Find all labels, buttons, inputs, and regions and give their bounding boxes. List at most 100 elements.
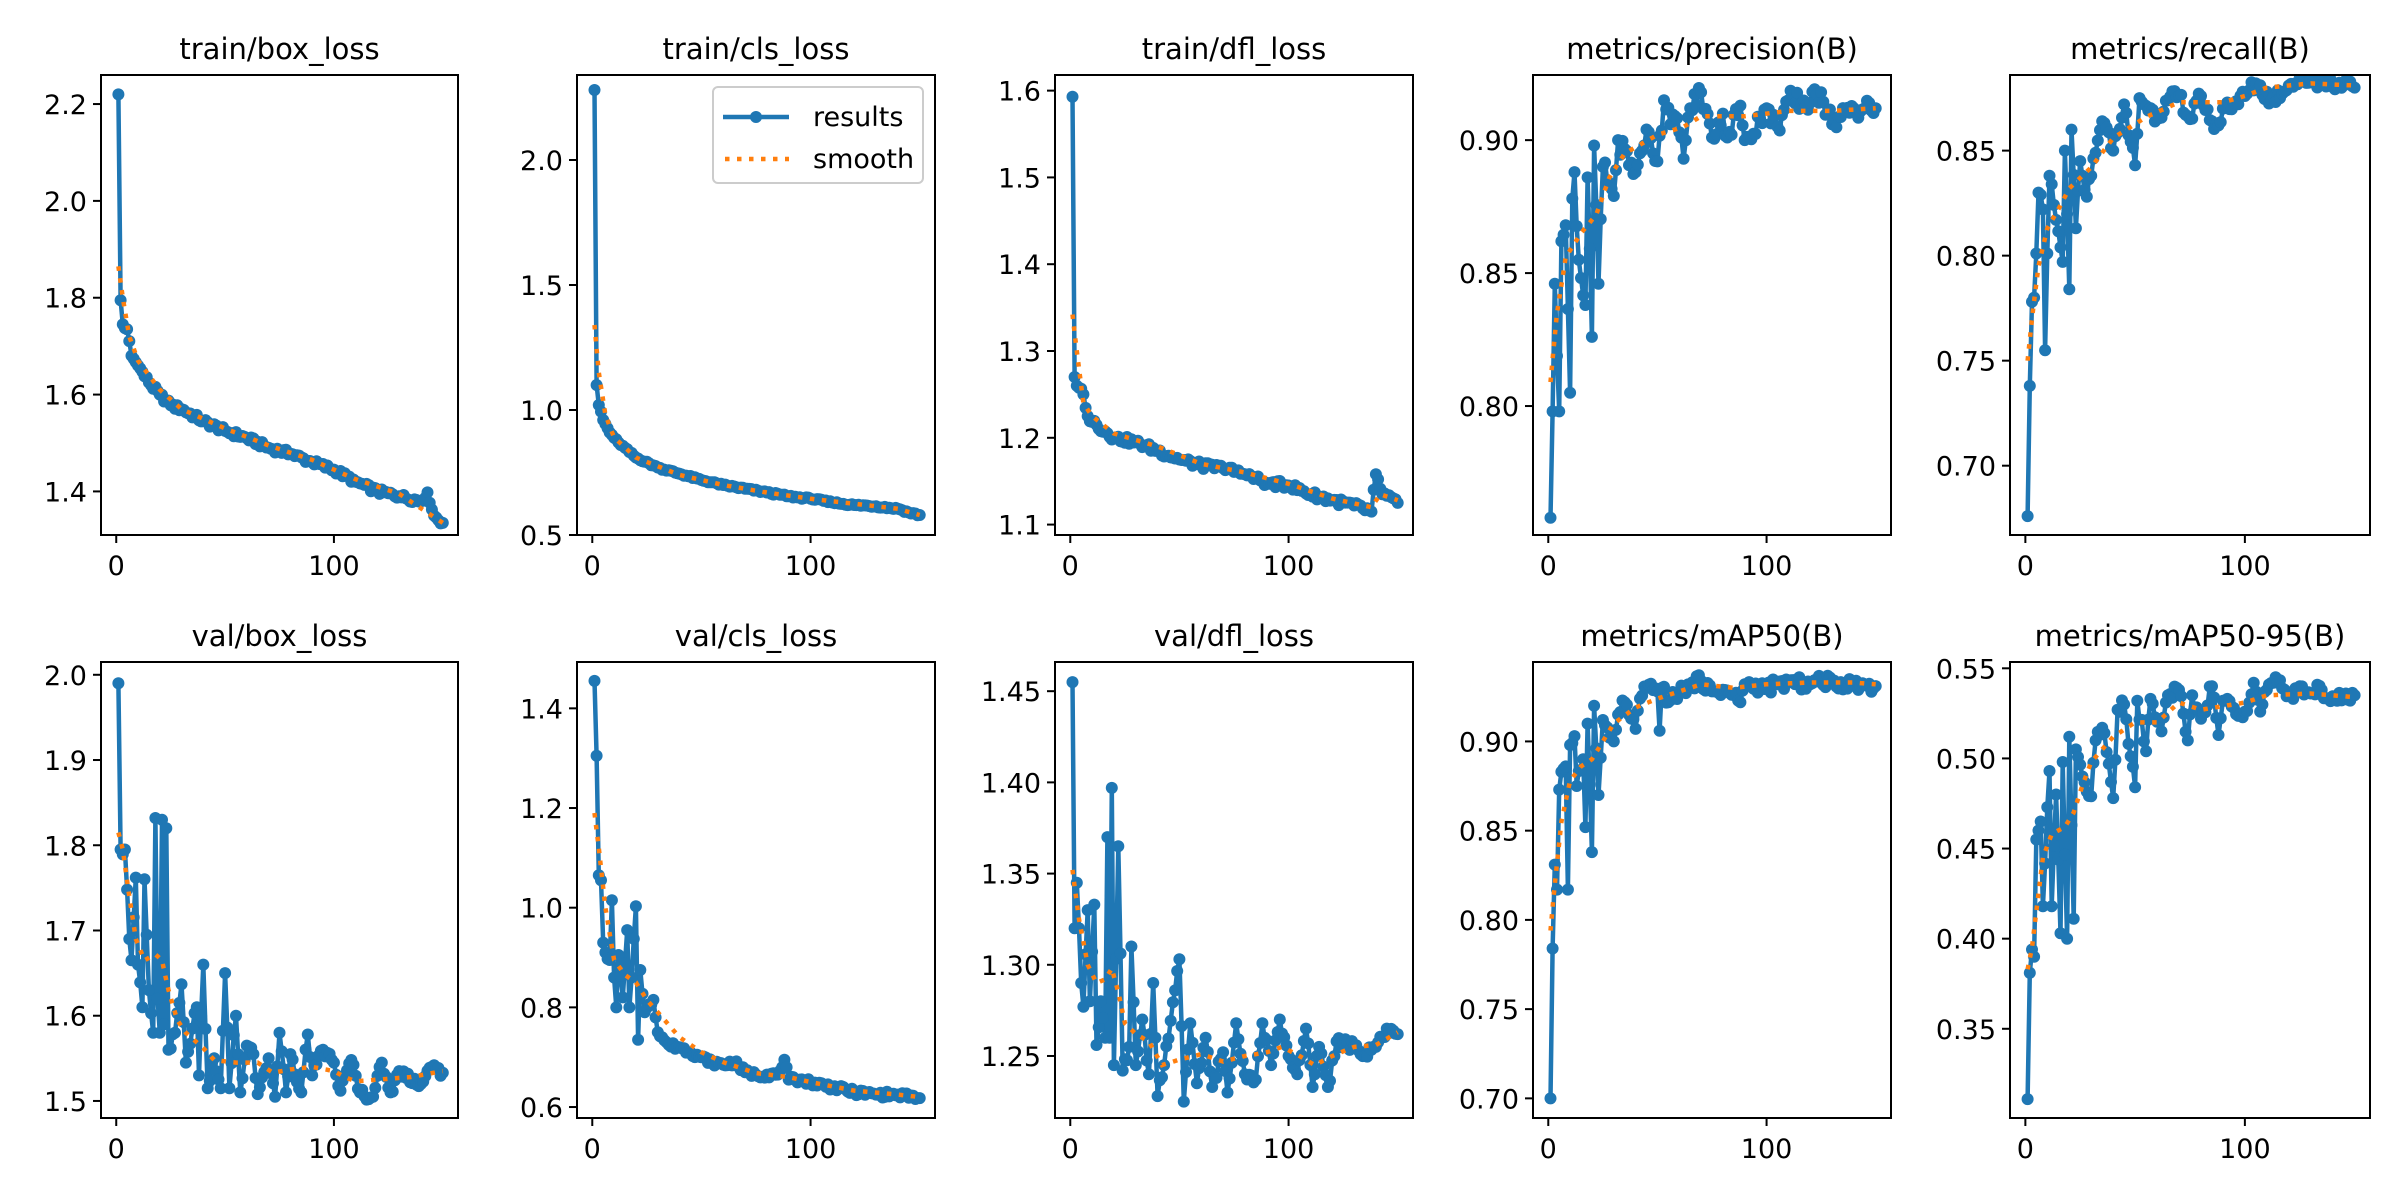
results-point [1653,724,1666,737]
x-tick-label: 100 [1741,1134,1793,1165]
results-point [1190,1077,1203,1090]
y-tick-label: 0.45 [1936,835,1996,866]
results-point [590,749,603,762]
results-point [1088,898,1101,911]
results-point [2140,745,2153,758]
results-point [1066,676,1079,689]
results-point [1671,112,1684,125]
x-tick-label: 0 [2017,551,2034,582]
x-tick-label: 100 [2219,551,2271,582]
results-point [1177,1095,1190,1108]
results-point [2186,112,2199,125]
results-point [616,991,629,1004]
results-point [2348,81,2361,94]
legend: results smooth [712,86,924,184]
results-point [2201,103,2214,116]
results-point [1594,213,1607,226]
results-point [619,957,631,970]
results-point [625,971,638,984]
results-point [2212,729,2225,741]
results-point [1764,686,1777,699]
results-point [1546,942,1559,955]
results-point [2061,208,2074,220]
results-point [1588,139,1601,152]
smooth-line [2025,81,2355,361]
results-point [1658,680,1670,693]
y-tick-label: 1.1 [998,511,1041,542]
results-point [1629,722,1642,735]
results-point [2067,912,2080,925]
results-point [1610,164,1622,177]
results-point [2256,698,2269,711]
results-point [1164,1014,1177,1027]
y-tick-label: 2.0 [44,661,87,692]
results-point [614,970,627,982]
results-point [1559,219,1572,232]
axes-frame [1054,74,1414,536]
results-point [2120,713,2133,726]
results-point [2122,737,2135,750]
y-tick-label: 1.7 [44,916,87,947]
results-point [1725,128,1738,141]
results-point [1136,1013,1149,1026]
results-point [1561,883,1574,896]
results-point [223,1082,236,1095]
results-point [1577,753,1590,766]
results-point [1127,996,1140,1009]
results-point [632,1033,645,1046]
results-point [227,1029,240,1042]
results-point [2129,159,2142,172]
results-point [627,932,640,945]
results-point [1101,831,1114,844]
y-tick-label: 2.0 [520,146,563,177]
results-point [1610,723,1622,736]
results-point [2023,966,2036,979]
y-tick-label: 0.85 [1459,259,1519,290]
results-point [1260,1034,1273,1046]
results-point [247,1048,260,1061]
results-point [2131,694,2144,707]
y-tick-label: 1.4 [998,250,1041,281]
results-point [1551,349,1563,362]
results-point [160,822,173,835]
x-tick-label: 100 [1741,551,1793,582]
results-point [1620,698,1633,711]
results-point [1607,190,1620,202]
results-point [1306,1081,1319,1093]
results-point [1749,127,1762,140]
results-point [1570,220,1583,233]
results-point [2214,712,2227,725]
y-tick-label: 0.70 [1459,1084,1519,1115]
x-tick-label: 100 [2219,1134,2271,1165]
results-point [2126,141,2139,154]
results-point [301,1028,314,1041]
results-point [1201,1045,1214,1058]
x-tick-label: 100 [785,551,837,582]
results-point [2146,697,2159,710]
y-tick-label: 0.6 [520,1093,563,1124]
results-point [236,1072,249,1085]
results-point [2074,155,2087,168]
results-markers [588,674,926,1105]
results-point [2107,144,2120,157]
x-tick-label: 0 [584,1134,601,1165]
subplot-metrics-recall-b: metrics/recall(B) 0.70 0.75 0.80 0.85 0 100 [1936,32,2371,582]
y-tick-label: 1.0 [520,894,563,925]
axes-frame [1532,661,1892,1119]
results-point [1166,996,1179,1009]
results-point [193,1069,205,1082]
results-point [1869,680,1882,693]
results-point [230,1009,242,1022]
results-point [1094,995,1107,1008]
subplot-title: metrics/precision(B) [1566,32,1858,66]
y-tick-label: 1.6 [44,1002,87,1033]
results-point [1830,121,1843,134]
results-point [1210,1071,1223,1084]
results-point [1169,984,1182,997]
results-point [1105,781,1118,794]
plot-area [112,677,449,1106]
results-point [234,1086,247,1099]
subplot-title: metrics/mAP50(B) [1580,619,1843,653]
